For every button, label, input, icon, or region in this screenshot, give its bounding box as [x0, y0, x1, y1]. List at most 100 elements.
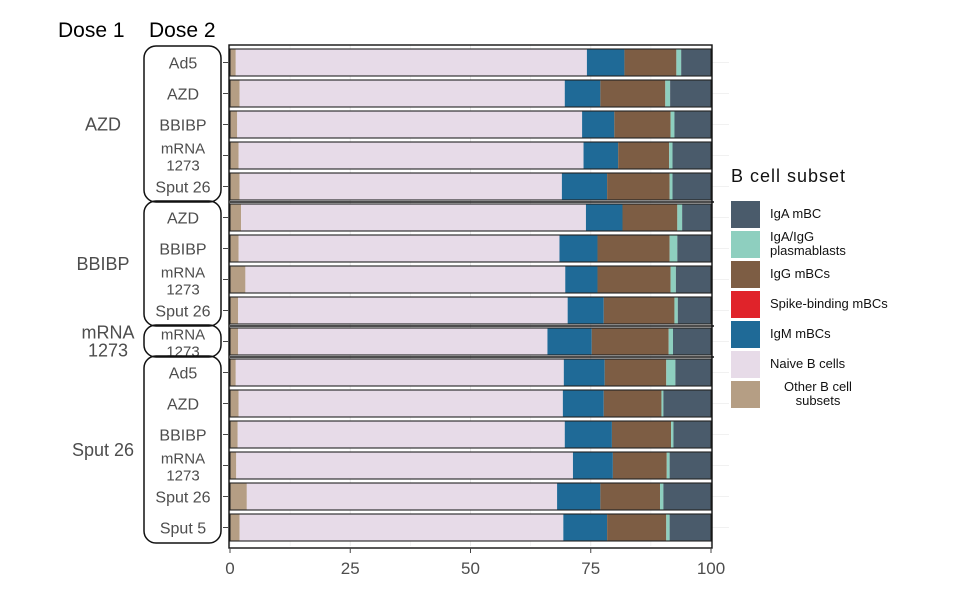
legend-item: IgA/IgG plasmablasts [731, 229, 951, 259]
bar-segment [675, 359, 711, 386]
bar-segment [663, 483, 711, 510]
bar-outline [229, 203, 712, 232]
dose1-label: Sput 26 [72, 440, 134, 460]
bar-segment [669, 452, 711, 479]
dose1-label: BBIBP [76, 254, 129, 274]
dose2-label: AZD [167, 87, 199, 104]
bar-segment [671, 421, 674, 448]
bar-segment [669, 235, 678, 262]
bar-segment [673, 328, 711, 355]
bar-segment [597, 266, 671, 293]
bar-segment [607, 514, 667, 541]
bar-segment [681, 49, 711, 76]
bar-segment [236, 452, 573, 479]
bar-segment [682, 204, 711, 231]
bar-segment [660, 483, 664, 510]
bar-segment [230, 235, 239, 262]
dose2-label: Ad5 [169, 56, 198, 73]
bar-segment [238, 142, 584, 169]
x-tick-label: 100 [697, 559, 725, 578]
bar-outline [229, 513, 712, 542]
column-header-dose1: Dose 1 [58, 19, 125, 42]
bar-segment [238, 235, 560, 262]
bar-segment [230, 421, 238, 448]
bar-segment [230, 483, 247, 510]
bar-segment [564, 421, 612, 448]
bar-segment [564, 80, 601, 107]
legend-label: Spike-binding mBCs [770, 296, 888, 311]
bar-segment [239, 514, 564, 541]
bar-segment [235, 359, 564, 386]
x-tick-label: 0 [225, 559, 234, 578]
bar-outline [229, 482, 712, 511]
bar-segment [563, 359, 605, 386]
legend-swatch [731, 380, 760, 408]
legend-swatch [731, 230, 760, 258]
legend-item: Other B cell subsets [731, 379, 951, 409]
bar-segment [567, 297, 604, 324]
dose2-label: 1273 [166, 344, 199, 361]
legend-label: Other B cell subsets [784, 379, 852, 408]
dose1-label: mRNA [82, 323, 135, 343]
bar-segment [668, 328, 674, 355]
bar-segment [670, 266, 676, 293]
bar-segment [238, 297, 568, 324]
dose1-label: AZD [85, 115, 121, 135]
dose2-label: Sput 26 [155, 180, 210, 197]
bar-segment [563, 514, 608, 541]
bar-segment [586, 49, 625, 76]
bar-outline [229, 110, 712, 139]
dose2-label: 1273 [166, 282, 199, 299]
dose2-label: 1273 [166, 468, 199, 485]
bar-outline [229, 48, 712, 77]
legend-swatch [731, 290, 760, 318]
bar-outline [229, 172, 712, 201]
bar-segment [669, 514, 711, 541]
bar-segment [600, 483, 661, 510]
bar-segment [245, 266, 566, 293]
bar-segment [674, 111, 711, 138]
dose2-label: AZD [167, 211, 199, 228]
bar-segment [230, 204, 242, 231]
bar-segment [246, 483, 558, 510]
legend-label: IgM mBCs [770, 326, 831, 341]
group-bracket [143, 355, 222, 544]
legend-swatch [731, 200, 760, 228]
dose2-label: BBIBP [159, 118, 206, 135]
bar-segment [591, 328, 669, 355]
x-tick-label: 75 [581, 559, 600, 578]
bar-segment [582, 111, 615, 138]
dose2-label: 1273 [166, 158, 199, 175]
legend-item: IgG mBCs [731, 259, 951, 289]
dose2-label: Sput 26 [155, 304, 210, 321]
bar-segment [235, 49, 587, 76]
bar-segment [237, 111, 583, 138]
bar-segment [585, 204, 623, 231]
bar-segment [666, 452, 670, 479]
legend-swatch [731, 350, 760, 378]
bar-outline [229, 389, 712, 418]
bar-segment [670, 80, 711, 107]
bar-segment [238, 390, 563, 417]
bar-segment [559, 235, 598, 262]
group-bracket [143, 45, 222, 203]
bar-outline [229, 141, 712, 170]
bar-segment [622, 204, 678, 231]
bar-segment [611, 421, 672, 448]
bar-segment [238, 328, 548, 355]
bar-segment [603, 390, 662, 417]
bar-segment [597, 235, 670, 262]
dose2-label: mRNA [161, 451, 205, 468]
bar-outline [229, 327, 712, 356]
bar-segment [230, 111, 238, 138]
group-bracket [143, 324, 222, 358]
dose2-label: Ad5 [169, 366, 198, 383]
bar-segment [565, 266, 598, 293]
legend-item: IgM mBCs [731, 319, 951, 349]
bar-segment [677, 204, 683, 231]
bar-segment [230, 390, 239, 417]
legend-item: IgA mBC [731, 199, 951, 229]
bar-segment [572, 452, 613, 479]
